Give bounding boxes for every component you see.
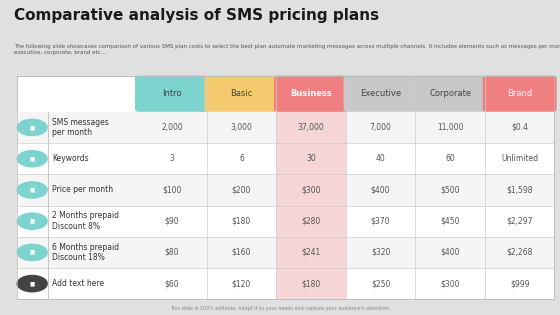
Text: $999: $999 [510,279,529,288]
Text: $0.4: $0.4 [511,123,528,132]
Text: $2,268: $2,268 [506,248,533,257]
Text: Add text here: Add text here [52,279,104,288]
Text: $280: $280 [301,217,321,226]
Circle shape [16,181,48,199]
Text: $180: $180 [301,279,321,288]
Text: $450: $450 [440,217,460,226]
Text: $300: $300 [440,279,460,288]
Circle shape [16,119,48,136]
Text: 6 Months prepaid
Discount 18%: 6 Months prepaid Discount 18% [52,243,119,262]
Text: ■: ■ [30,125,35,130]
Text: 37,000: 37,000 [298,123,324,132]
Circle shape [16,243,48,261]
FancyBboxPatch shape [204,76,278,112]
Text: Keywords: Keywords [52,154,88,163]
Text: Unlimited: Unlimited [501,154,538,163]
Text: 3: 3 [170,154,174,163]
Text: ■: ■ [30,187,35,192]
Text: 2,000: 2,000 [161,123,183,132]
Text: $250: $250 [371,279,390,288]
Text: 40: 40 [376,154,385,163]
FancyBboxPatch shape [413,76,487,112]
Text: This slide is 100% editable. Adapt it to your needs and capture your audience's : This slide is 100% editable. Adapt it to… [170,306,390,311]
Text: 60: 60 [445,154,455,163]
Text: The following slide showcases comparison of various SMS plan costs to select the: The following slide showcases comparison… [14,44,560,55]
Text: Comparative analysis of SMS pricing plans: Comparative analysis of SMS pricing plan… [14,8,379,23]
Text: $2,297: $2,297 [506,217,533,226]
Text: $80: $80 [165,248,179,257]
Text: ■: ■ [30,281,35,286]
Text: Business: Business [290,89,332,98]
Text: $320: $320 [371,248,390,257]
Text: $1,598: $1,598 [506,186,533,194]
Text: $160: $160 [232,248,251,257]
Text: $241: $241 [301,248,321,257]
Text: 30: 30 [306,154,316,163]
FancyBboxPatch shape [274,76,348,112]
Text: $120: $120 [232,279,251,288]
Text: $90: $90 [165,217,179,226]
Text: 6: 6 [239,154,244,163]
Text: ■: ■ [30,219,35,224]
Text: Executive: Executive [360,89,401,98]
Text: Brand: Brand [507,89,532,98]
Text: Corporate: Corporate [429,89,471,98]
Text: SMS messages
per month: SMS messages per month [52,118,109,137]
Circle shape [16,275,48,292]
Text: ■: ■ [30,250,35,255]
Text: Basic: Basic [230,89,253,98]
Text: 2 Months prepaid
Discount 8%: 2 Months prepaid Discount 8% [52,211,119,231]
Text: $300: $300 [301,186,321,194]
FancyBboxPatch shape [343,76,418,112]
Circle shape [16,212,48,230]
Text: 3,000: 3,000 [231,123,253,132]
Text: ■: ■ [30,156,35,161]
FancyBboxPatch shape [135,76,209,112]
FancyBboxPatch shape [483,76,557,112]
Text: 7,000: 7,000 [370,123,391,132]
Text: $400: $400 [440,248,460,257]
Text: $180: $180 [232,217,251,226]
Text: Intro: Intro [162,89,182,98]
Text: 11,000: 11,000 [437,123,463,132]
Text: $500: $500 [440,186,460,194]
Text: $60: $60 [165,279,179,288]
Text: $400: $400 [371,186,390,194]
Text: $100: $100 [162,186,181,194]
Circle shape [16,150,48,168]
Text: $370: $370 [371,217,390,226]
Text: Price per month: Price per month [52,186,113,194]
Text: $200: $200 [232,186,251,194]
